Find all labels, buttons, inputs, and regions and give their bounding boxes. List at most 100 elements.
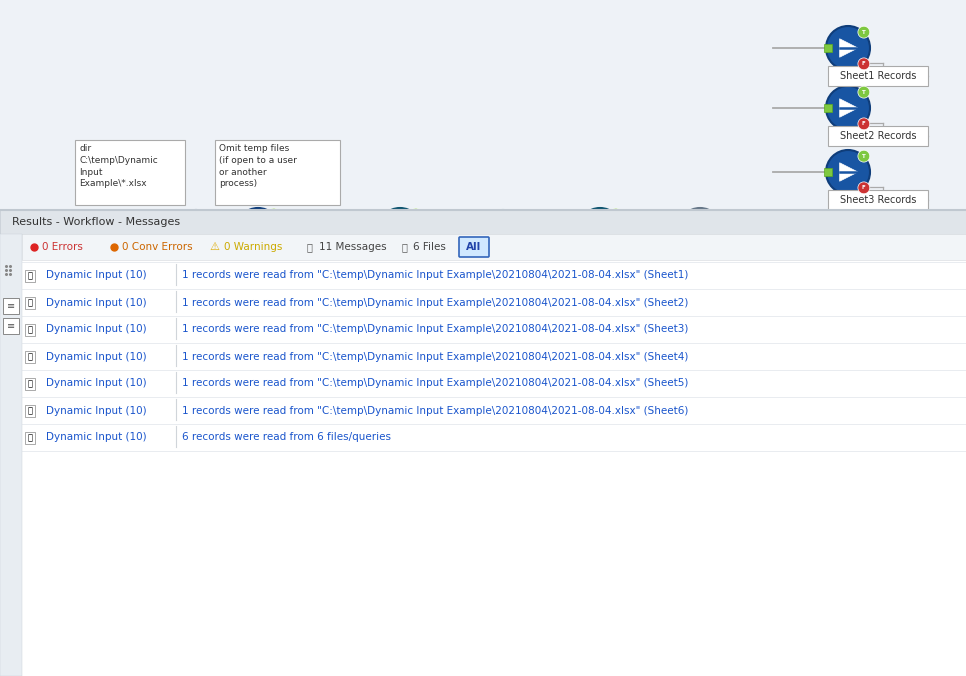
Text: ✓: ✓ (140, 220, 156, 239)
Text: Get files equal to
2 days ago:
FileGetFileName
([FileName])
=DateTimeForma
t(Dat: Get files equal to 2 days ago: FileGetFi… (242, 254, 316, 345)
Text: Sheet6 Records: Sheet6 Records (839, 416, 916, 426)
Text: 1 records were read from "C:\temp\Dynamic Input Example\20210804\2021-08-04.xlsx: 1 records were read from "C:\temp\Dynami… (182, 379, 689, 389)
Text: 1 records were read from "C:\temp\Dynamic Input Example\20210804\2021-08-04.xlsx: 1 records were read from "C:\temp\Dynami… (182, 297, 689, 308)
Polygon shape (114, 226, 123, 233)
Bar (25, 297, 35, 308)
Bar (25, 270, 35, 281)
Text: Sheet3 Records: Sheet3 Records (839, 195, 916, 205)
Text: Sheet4 Records: Sheet4 Records (839, 269, 916, 279)
Text: 📄: 📄 (27, 379, 33, 388)
Text: 11 Messages: 11 Messages (319, 242, 386, 252)
FancyBboxPatch shape (75, 140, 185, 205)
Text: T: T (862, 375, 866, 380)
Text: F: F (862, 331, 866, 337)
Bar (22, 234, 966, 260)
Text: T: T (614, 212, 617, 217)
Text: 1 records were read from "C:\temp\Dynamic Input Example\20210804\2021-08-04.xlsx: 1 records were read from "C:\temp\Dynami… (182, 406, 689, 416)
Bar (824, 44, 832, 52)
Text: 1 records were read from "C:\temp\Dynamic Input Example\20210804\2021-08-04.xlsx: 1 records were read from "C:\temp\Dynami… (182, 352, 689, 362)
Text: Dynamic Input (10): Dynamic Input (10) (46, 297, 147, 308)
Text: +: + (493, 218, 514, 242)
Text: Results - Workflow - Messages: Results - Workflow - Messages (12, 217, 180, 227)
Polygon shape (188, 222, 205, 239)
Circle shape (858, 118, 869, 130)
Circle shape (826, 296, 870, 340)
Text: 💬: 💬 (306, 242, 312, 252)
Bar (25, 431, 35, 443)
Circle shape (268, 240, 280, 251)
Bar (0, 0, 966, 210)
FancyBboxPatch shape (828, 126, 928, 146)
Text: 1 records were read from "C:\temp\Dynamic Input Example\20210804\2021-08-04.xlsx: 1 records were read from "C:\temp\Dynami… (182, 270, 689, 281)
Text: Dynamic Input (10): Dynamic Input (10) (46, 324, 147, 335)
Text: ⚗: ⚗ (390, 220, 410, 240)
Circle shape (858, 371, 869, 383)
Circle shape (610, 208, 622, 220)
Circle shape (858, 182, 869, 194)
Text: 📄: 📄 (27, 271, 33, 280)
Circle shape (130, 212, 166, 248)
FancyBboxPatch shape (660, 265, 760, 305)
Text: T: T (215, 219, 220, 225)
Bar (576, 226, 584, 234)
FancyBboxPatch shape (828, 264, 928, 284)
Text: F: F (862, 406, 866, 411)
Text: Dynamic Input (10): Dynamic Input (10) (46, 433, 147, 443)
Circle shape (858, 150, 869, 162)
Circle shape (826, 26, 870, 70)
Bar (0, 210, 966, 676)
FancyBboxPatch shape (828, 411, 928, 431)
Text: F: F (862, 121, 866, 126)
Text: ⚠: ⚠ (209, 242, 219, 252)
Text: 📖: 📖 (694, 220, 706, 239)
Text: 0 Errors: 0 Errors (42, 242, 83, 252)
Circle shape (858, 256, 869, 268)
Text: Generate a total
of 6 records
(sheets): Generate a total of 6 records (sheets) (464, 304, 539, 337)
Bar (0, 234, 22, 676)
Bar (824, 168, 832, 176)
Text: T: T (272, 212, 275, 217)
Circle shape (858, 328, 869, 340)
Circle shape (826, 86, 870, 130)
Text: ≡: ≡ (7, 321, 15, 331)
Circle shape (678, 208, 722, 252)
FancyBboxPatch shape (158, 268, 233, 288)
Polygon shape (839, 99, 858, 117)
Circle shape (826, 371, 870, 415)
Text: Dynamic Input (10): Dynamic Input (10) (46, 352, 147, 362)
Circle shape (176, 210, 216, 250)
FancyBboxPatch shape (215, 140, 340, 205)
Bar (25, 350, 35, 362)
Text: 📄: 📄 (27, 406, 33, 415)
Text: Sheet2 Records: Sheet2 Records (839, 131, 916, 141)
Circle shape (578, 208, 622, 252)
Text: T: T (862, 153, 866, 159)
Text: Dynamic Input (10): Dynamic Input (10) (46, 270, 147, 281)
Text: Dynamic Input
sheet(s) data: Dynamic Input sheet(s) data (664, 269, 730, 290)
FancyBboxPatch shape (238, 250, 353, 380)
Text: Deselect fields: Deselect fields (159, 273, 232, 283)
Text: 📄: 📄 (27, 433, 33, 442)
Text: F: F (862, 185, 866, 191)
Polygon shape (839, 237, 858, 256)
Polygon shape (164, 226, 172, 233)
FancyBboxPatch shape (828, 336, 928, 356)
Text: ⚗: ⚗ (590, 220, 610, 240)
Text: 📄: 📄 (27, 298, 33, 307)
Polygon shape (839, 309, 858, 327)
Text: Modify
sheetname (1-6):
SheetPath =
Replace
([SheetPath],
"Sheet1",
"Sheet"+ToSt: Modify sheetname (1-6): SheetPath = Repl… (559, 249, 638, 341)
Bar (3, 298, 19, 314)
Text: F: F (272, 243, 275, 248)
Polygon shape (249, 221, 268, 239)
Bar (0, 210, 966, 234)
Bar (824, 314, 832, 322)
Text: F: F (862, 62, 866, 66)
Bar (25, 377, 35, 389)
Bar (824, 242, 832, 250)
Text: T: T (862, 228, 866, 233)
Text: All: All (467, 242, 482, 252)
Text: 0 Warnings: 0 Warnings (224, 242, 282, 252)
Text: 📄: 📄 (27, 352, 33, 361)
FancyBboxPatch shape (828, 190, 928, 210)
Text: Append
sheetname:
SheetPath =
[FullPath]
+"|||"+"Sheet1": Append sheetname: SheetPath = [FullPath]… (359, 274, 432, 330)
